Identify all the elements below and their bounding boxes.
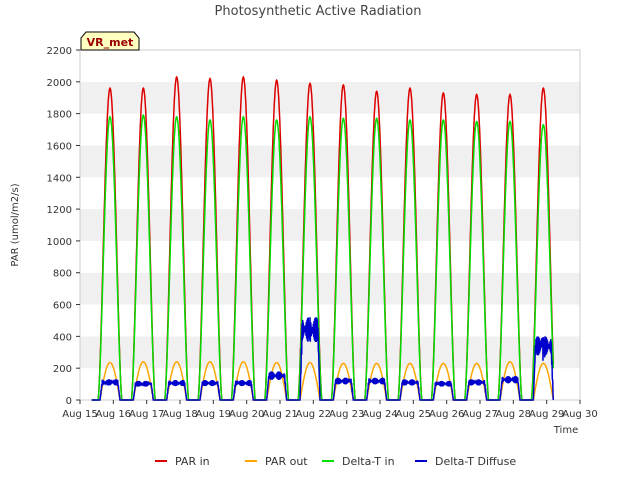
series-line-delta-t-diffuse	[91, 317, 555, 401]
x-tick-label: Aug 23	[329, 409, 364, 420]
grid-band	[80, 113, 580, 146]
y-tick-label: 2200	[47, 46, 72, 57]
y-tick-label: 1800	[47, 110, 72, 121]
legend-label: Delta-T in	[342, 455, 395, 468]
station-badge-label: VR_met	[87, 36, 134, 49]
y-tick-label: 1000	[47, 237, 72, 248]
y-tick-label: 400	[53, 332, 72, 343]
grid-band	[80, 145, 580, 178]
grid-band	[80, 368, 580, 400]
y-tick-label: 800	[53, 269, 72, 280]
chart-title: Photosynthetic Active Radiation	[215, 4, 422, 19]
y-tick-label: 1600	[47, 141, 72, 152]
x-tick-label: Aug 28	[496, 409, 531, 420]
y-tick-label: 1400	[47, 173, 72, 184]
grid-band	[80, 272, 580, 305]
grid-band	[80, 240, 580, 273]
legend-label: PAR out	[265, 455, 308, 468]
station-badge-box	[80, 31, 140, 51]
y-tick-label: 0	[66, 396, 72, 407]
x-tick-label: Aug 20	[229, 409, 264, 420]
x-tick-label: Aug 22	[296, 409, 331, 420]
x-tick-label: Aug 16	[96, 409, 131, 420]
x-tick-label: Aug 18	[162, 409, 197, 420]
x-tick-label: Aug 24	[362, 409, 397, 420]
x-tick-label: Aug 26	[429, 409, 464, 420]
x-tick-label: Aug 19	[196, 409, 231, 420]
grid-band	[80, 50, 580, 82]
y-axis-label: PAR (umol/m2/s)	[10, 183, 21, 266]
x-tick-label: Aug 25	[396, 409, 431, 420]
x-tick-label: Aug 27	[462, 409, 497, 420]
x-tick-label: Aug 30	[562, 409, 597, 420]
grid-band	[80, 304, 580, 337]
x-tick-label: Aug 15	[62, 409, 97, 420]
y-tick-label: 1200	[47, 205, 72, 216]
x-axis-label: Time	[553, 425, 578, 436]
legend-label: PAR in	[175, 455, 210, 468]
x-tick-label: Aug 17	[129, 409, 164, 420]
y-axis: 0 200 400 600 800 1000 1200 1400 1600 1800 2000 220…	[47, 46, 80, 407]
y-tick-label: 2000	[47, 78, 72, 89]
y-tick-label: 200	[53, 364, 72, 375]
station-badge: VR_met	[80, 31, 140, 51]
grid-band	[80, 336, 580, 369]
y-tick-label: 600	[53, 301, 72, 312]
legend-label: Delta-T Diffuse	[435, 455, 516, 468]
grid-bands	[80, 50, 580, 400]
grid-band	[80, 209, 580, 241]
x-tick-label: Aug 21	[262, 409, 297, 420]
series-lines	[91, 75, 555, 401]
grid-band	[80, 177, 580, 210]
x-tick-label: Aug 29	[529, 409, 564, 420]
grid-band	[80, 81, 580, 114]
legend: PAR in PAR out Delta-T in Delta-T Diffuse	[155, 455, 516, 468]
